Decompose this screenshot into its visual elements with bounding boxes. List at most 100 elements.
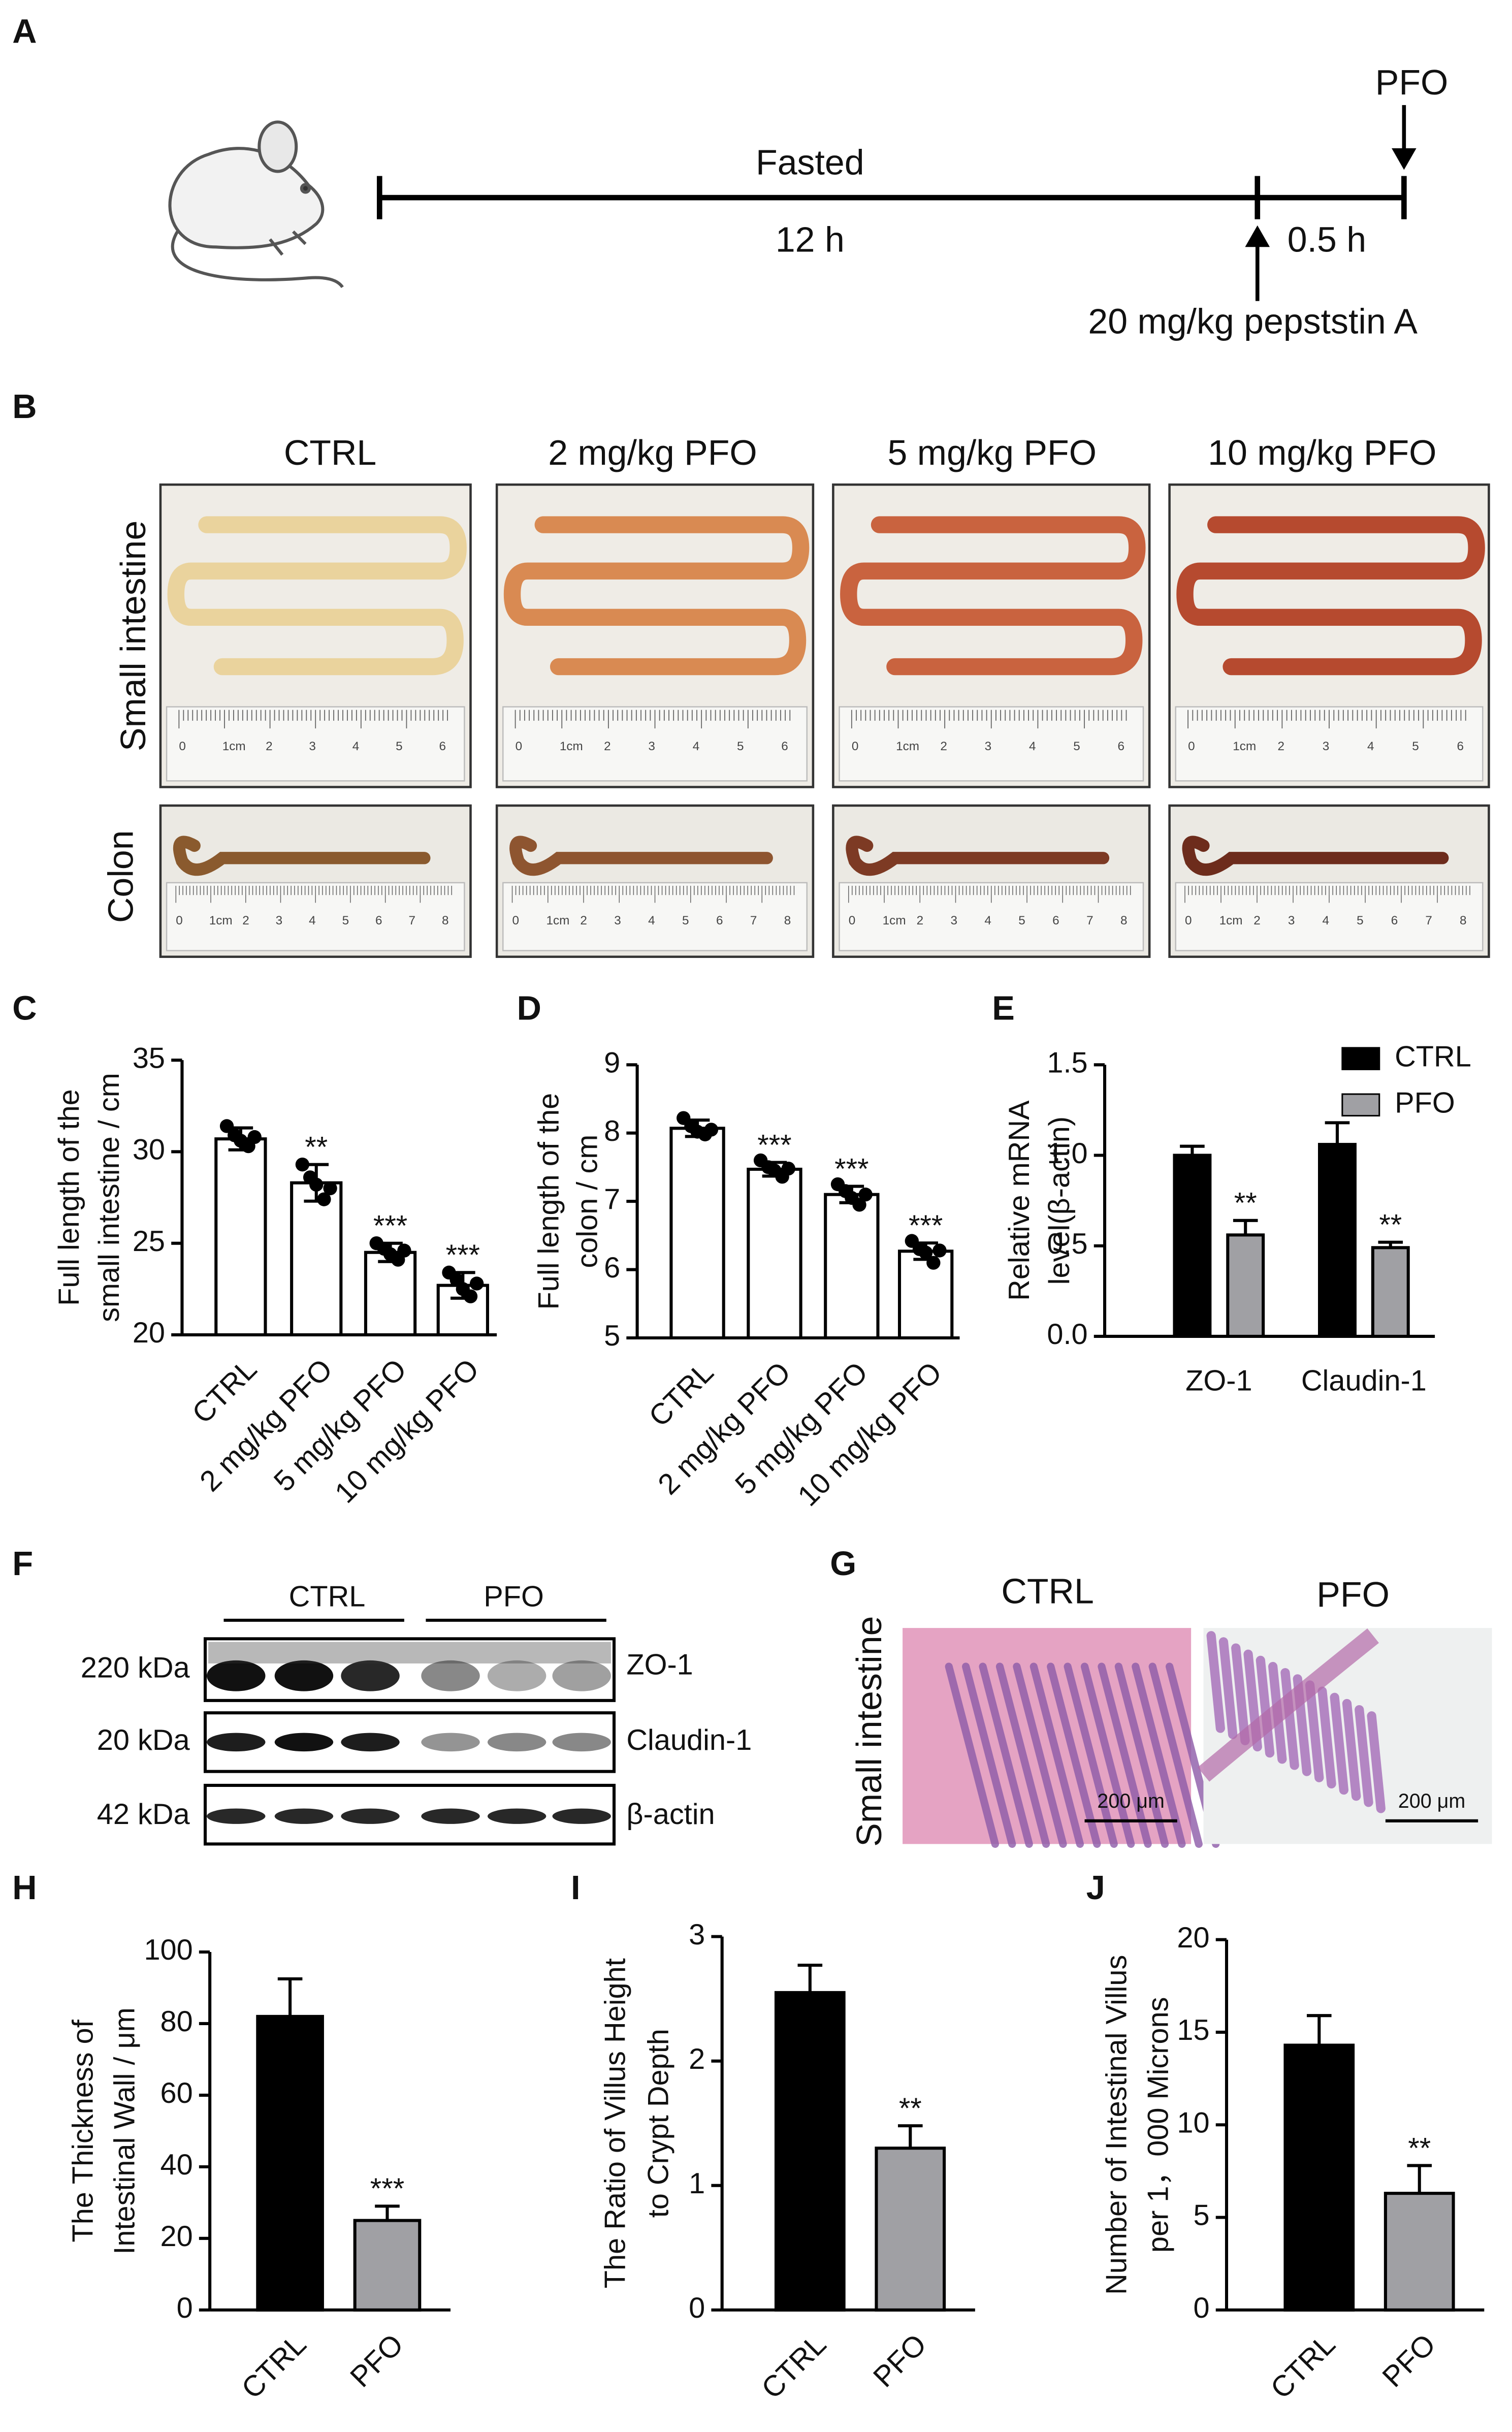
y-tick-label: 0 <box>689 2292 705 2324</box>
y-tick-label: 9 <box>604 1047 620 1079</box>
photo-tissue <box>840 516 1146 676</box>
data-point <box>247 1130 262 1144</box>
ruler-label: 4 <box>352 740 360 753</box>
ruler-label: 1cm <box>883 914 906 927</box>
ruler-label: 6 <box>1391 914 1398 927</box>
y-axis-label: colon / cm <box>571 1135 604 1268</box>
ruler-label: 7 <box>1086 914 1093 927</box>
marker-label: 20 kDa <box>97 1724 190 1756</box>
y-tick-label: 10 <box>1177 2106 1209 2139</box>
villus <box>1098 1662 1152 1848</box>
ruler-label: 0 <box>512 914 520 927</box>
y-tick-label: 1.5 <box>1047 1047 1087 1079</box>
bar <box>1226 1233 1265 1338</box>
villus <box>995 1662 1050 1848</box>
data-point <box>323 1181 337 1196</box>
ruler-label: 3 <box>276 914 283 927</box>
data-point <box>469 1276 484 1291</box>
y-tick-label: 1 <box>689 2167 705 2200</box>
data-point <box>932 1243 947 1258</box>
ruler-label: 6 <box>375 914 382 927</box>
ruler-label: 2 <box>1253 914 1261 927</box>
ruler-label: 4 <box>1367 740 1374 753</box>
panel-label: E <box>992 990 1015 1028</box>
villus <box>1114 1662 1169 1848</box>
timeline-label: 12 h <box>776 220 845 260</box>
data-point <box>704 1123 719 1137</box>
ruler-label: 4 <box>693 740 700 753</box>
blot-band <box>341 1733 400 1752</box>
bar <box>1384 2192 1455 2312</box>
ruler-label: 3 <box>1323 740 1330 753</box>
photo-tissue <box>509 836 773 876</box>
villus <box>1080 1662 1135 1848</box>
ruler-label: 8 <box>1460 914 1467 927</box>
bar <box>290 1181 343 1336</box>
y-axis-label: level(β-actin) <box>1043 1116 1076 1285</box>
photo-tissue <box>503 516 810 676</box>
villus <box>1342 1699 1361 1801</box>
ruler-label: 1cm <box>209 914 233 927</box>
x-tick-label: PFO <box>1376 2328 1442 2393</box>
data-point <box>463 1289 478 1303</box>
ruler-label: 4 <box>1323 914 1330 927</box>
villus <box>979 1662 1033 1848</box>
y-tick-label: 8 <box>604 1115 620 1147</box>
data-point <box>852 1198 866 1212</box>
timeline-label: PFO <box>1375 62 1449 102</box>
bar <box>669 1127 725 1340</box>
blot-band <box>552 1660 611 1691</box>
bar <box>875 2147 946 2312</box>
ruler-label: 7 <box>1425 914 1432 927</box>
column-title: CTRL <box>1001 1572 1093 1611</box>
ruler-label: 5 <box>342 914 349 927</box>
ruler-label: 2 <box>940 740 947 753</box>
blot-band <box>207 1733 266 1752</box>
ruler-label: 7 <box>408 914 415 927</box>
ruler-label: 0 <box>179 740 186 753</box>
photo-tissue <box>1176 516 1485 676</box>
timeline-label: Fasted <box>756 143 864 182</box>
ruler-label: 6 <box>781 740 788 753</box>
villus <box>1305 1680 1324 1782</box>
data-point <box>858 1188 873 1202</box>
data-point <box>317 1192 331 1206</box>
column-title: 5 mg/kg PFO <box>888 433 1097 472</box>
x-tick-label: CTRL <box>755 2328 832 2405</box>
column-title: PFO <box>1316 1575 1390 1614</box>
ruler-label: 5 <box>1357 914 1364 927</box>
ruler-label: 4 <box>984 914 991 927</box>
blot-band <box>487 1808 546 1824</box>
y-axis-label: Number of Intestinal Villus <box>1101 1955 1133 2295</box>
ruler-label: 0 <box>1188 740 1195 753</box>
villus <box>1132 1662 1186 1848</box>
y-axis-label: Full length of the <box>53 1089 85 1306</box>
ruler-label: 2 <box>604 740 611 753</box>
y-tick-label: 25 <box>133 1225 165 1258</box>
photo-tissue <box>167 516 467 676</box>
y-axis-label: Intestinal Wall / μm <box>108 2007 141 2254</box>
x-tick-label: ZO-1 <box>1185 1364 1252 1397</box>
ruler-label: 1cm <box>222 740 246 753</box>
row-label: Colon <box>101 830 140 923</box>
ruler-label: 6 <box>1117 740 1124 753</box>
x-tick-label: 2 mg/kg PFO <box>652 1356 797 1501</box>
y-tick-label: 0 <box>1194 2292 1210 2324</box>
x-tick-label: CTRL <box>1265 2328 1342 2405</box>
significance: *** <box>373 1210 407 1242</box>
significance: ** <box>1379 1208 1402 1241</box>
ruler-label: 1cm <box>896 740 919 753</box>
data-point <box>781 1161 795 1176</box>
blot-band <box>207 1808 266 1824</box>
ruler-label: 1cm <box>1219 914 1243 927</box>
ruler-label: 6 <box>1052 914 1059 927</box>
x-tick-label: PFO <box>344 2328 410 2393</box>
bar <box>353 2219 422 2312</box>
ruler-label: 2 <box>580 914 587 927</box>
y-tick-label: 7 <box>604 1183 620 1215</box>
panel-label: D <box>517 990 541 1028</box>
ruler-label: 4 <box>1029 740 1036 753</box>
ruler-label: 1cm <box>1233 740 1256 753</box>
villus <box>1064 1662 1118 1848</box>
significance: ** <box>899 2092 922 2125</box>
